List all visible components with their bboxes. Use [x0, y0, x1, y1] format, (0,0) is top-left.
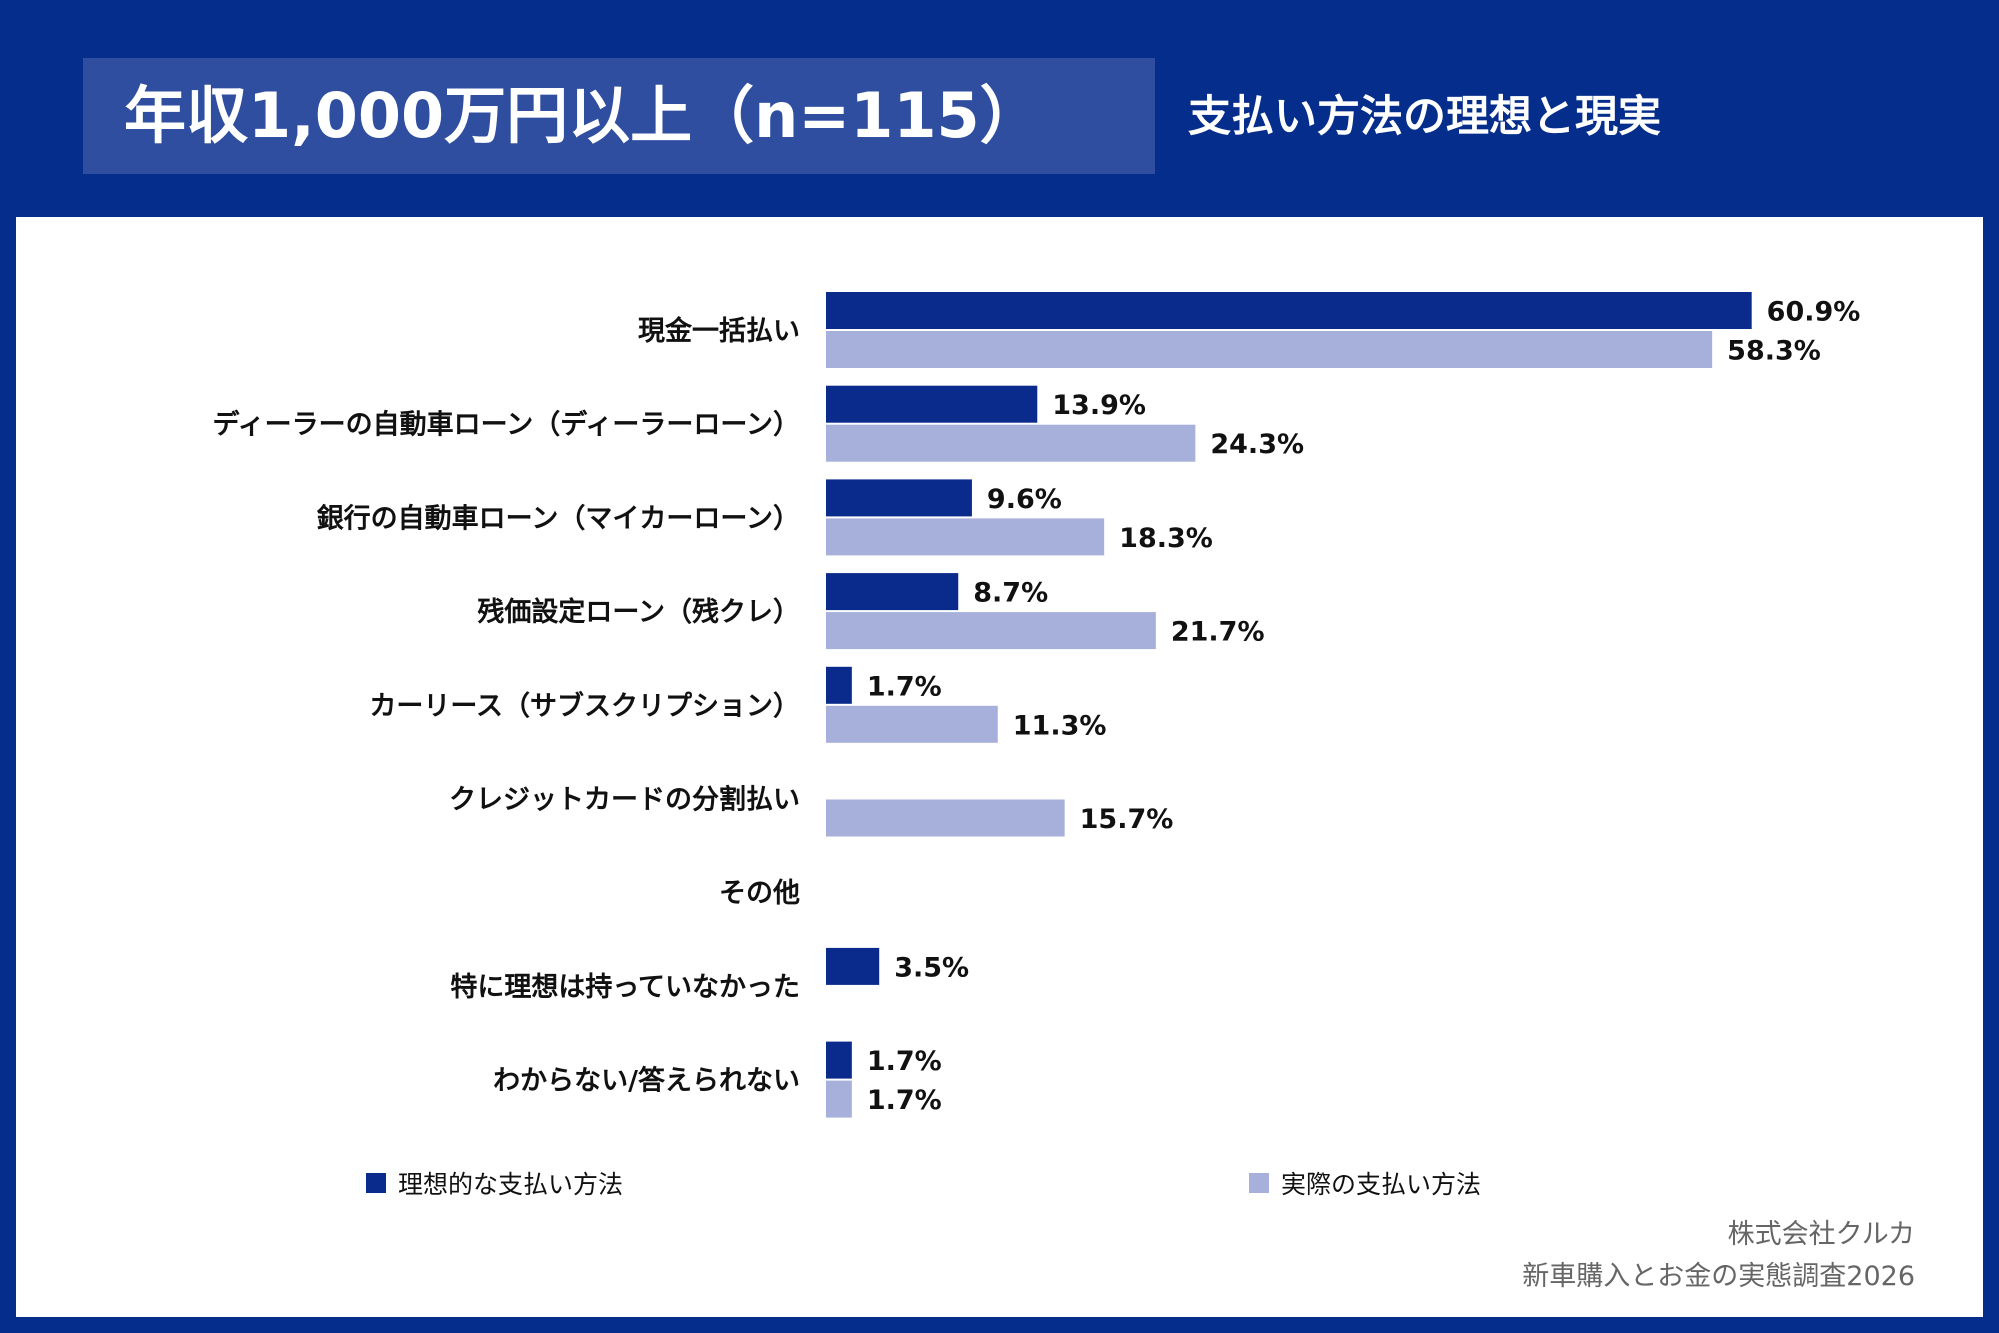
category-label-8: わからない/答えられない: [493, 1065, 800, 1097]
actual-bar-4: [826, 705, 998, 743]
category-label-3: 残価設定ローン（残クレ）: [477, 596, 800, 628]
actual-value-label-3: 21.7%: [1171, 617, 1265, 648]
actual-value-label-8: 1.7%: [867, 1085, 942, 1116]
actual-value-label-5: 15.7%: [1080, 804, 1174, 835]
title-box: [83, 58, 1155, 174]
legend-actual-label: 実際の支払い方法: [1281, 1170, 1482, 1199]
category-label-2: 銀行の自動車ローン（マイカーローン）: [317, 502, 800, 534]
ideal-bar-1: [826, 385, 1038, 423]
chart-title: 年収1,000万円以上（n=115）: [124, 79, 1042, 152]
actual-bar-1: [826, 424, 1196, 462]
source-survey: 新車購入とお金の実態調査2026: [1522, 1261, 1915, 1292]
ideal-value-label-7: 3.5%: [894, 952, 969, 983]
actual-bar-2: [826, 518, 1105, 556]
actual-bar-0: [826, 331, 1713, 368]
ideal-value-label-0: 60.9%: [1767, 297, 1861, 328]
legend-actual: 実際の支払い方法: [1249, 1166, 1481, 1200]
actual-value-label-0: 58.3%: [1727, 336, 1821, 367]
ideal-bar-8: [826, 1041, 852, 1079]
legend-ideal-label: 理想的な支払い方法: [398, 1170, 624, 1199]
ideal-bar-0: [826, 292, 1752, 329]
ideal-value-label-2: 9.6%: [987, 484, 1062, 515]
category-label-1: ディーラーの自動車ローン（ディーラーローン）: [212, 409, 800, 441]
category-label-7: 特に理想は持っていなかった: [450, 972, 800, 1003]
actual-bar-3: [826, 612, 1156, 650]
ideal-bar-2: [826, 479, 972, 517]
ideal-bar-7: [826, 947, 880, 985]
category-label-4: カーリース（サブスクリプション）: [369, 690, 800, 722]
actual-value-label-1: 24.3%: [1210, 429, 1304, 460]
legend-actual-swatch: [1249, 1173, 1269, 1193]
category-label-6: その他: [719, 878, 800, 909]
actual-value-label-2: 18.3%: [1119, 523, 1213, 554]
legend-ideal-swatch: [366, 1173, 386, 1193]
actual-bar-5: [826, 799, 1065, 837]
ideal-value-label-8: 1.7%: [867, 1046, 942, 1077]
ideal-value-label-3: 8.7%: [973, 578, 1048, 609]
actual-bar-8: [826, 1080, 852, 1118]
ideal-bar-3: [826, 573, 959, 611]
chart-subtitle: 支払い方法の理想と現実: [1188, 92, 1661, 142]
ideal-value-label-4: 1.7%: [867, 671, 942, 702]
ideal-bar-4: [826, 666, 852, 704]
category-label-5: クレジットカードの分割払い: [449, 784, 800, 816]
category-label-0: 現金一括払い: [638, 315, 800, 347]
ideal-value-label-1: 13.9%: [1052, 390, 1146, 421]
actual-value-label-4: 11.3%: [1013, 710, 1107, 741]
legend-ideal: 理想的な支払い方法: [366, 1166, 623, 1200]
source-company: 株式会社クルカ: [1727, 1219, 1915, 1250]
